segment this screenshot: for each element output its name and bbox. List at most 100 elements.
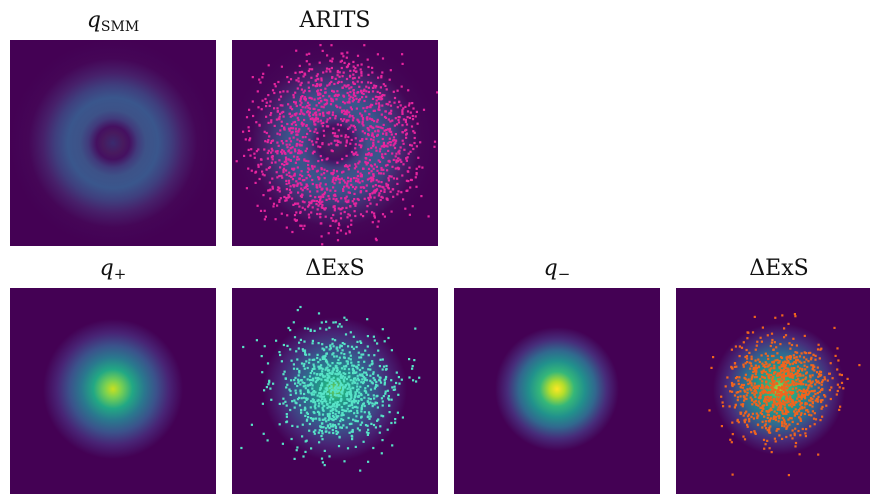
- sample-point: [353, 202, 356, 205]
- sample-point: [328, 381, 331, 384]
- sample-point: [433, 140, 437, 143]
- sample-point: [311, 182, 314, 186]
- sample-point: [373, 212, 376, 215]
- sample-point: [348, 97, 351, 100]
- sample-point: [294, 376, 297, 379]
- sample-point: [249, 137, 252, 140]
- sample-point: [343, 356, 346, 359]
- sample-point: [310, 447, 313, 450]
- sample-point: [731, 433, 734, 436]
- sample-point: [826, 379, 829, 382]
- sample-point: [322, 392, 325, 395]
- sample-point: [769, 431, 772, 434]
- sample-point: [267, 149, 270, 152]
- sample-point: [369, 415, 372, 418]
- sample-point: [781, 411, 784, 414]
- sample-point: [375, 239, 378, 242]
- sample-point: [361, 404, 364, 407]
- sample-point: [356, 402, 359, 405]
- sample-point: [406, 110, 410, 113]
- sample-point: [371, 90, 375, 93]
- sample-point: [416, 122, 419, 125]
- sample-point: [750, 364, 753, 368]
- sample-point: [381, 93, 384, 97]
- sample-point: [775, 397, 779, 400]
- sample-point: [375, 188, 379, 191]
- sample-point: [349, 358, 352, 361]
- sample-point: [753, 400, 756, 403]
- sample-point: [367, 73, 370, 76]
- sample-point: [791, 405, 794, 408]
- sample-point: [268, 181, 271, 184]
- sample-point: [737, 379, 740, 382]
- sample-point: [340, 197, 343, 200]
- sample-point: [287, 194, 290, 197]
- sample-point: [326, 406, 329, 410]
- sample-point: [328, 375, 331, 378]
- sample-point: [333, 389, 336, 392]
- sample-point: [769, 382, 772, 385]
- sample-point: [415, 185, 418, 188]
- sample-point: [385, 184, 388, 187]
- sample-point: [308, 383, 311, 387]
- sample-point: [772, 367, 775, 370]
- sample-point: [270, 119, 273, 122]
- sample-point: [367, 402, 371, 405]
- sample-point: [317, 195, 321, 198]
- sample-point: [781, 379, 784, 382]
- sample-point: [349, 142, 352, 145]
- sample-point: [365, 189, 368, 193]
- sample-point: [344, 333, 348, 336]
- sample-point: [348, 399, 351, 402]
- sample-point: [303, 96, 307, 99]
- sample-point: [373, 339, 376, 342]
- sample-point: [353, 82, 356, 85]
- sample-point: [270, 151, 273, 154]
- sample-point: [791, 380, 794, 383]
- sample-point: [720, 425, 723, 428]
- sample-point: [305, 60, 308, 63]
- sample-point: [317, 431, 320, 434]
- sample-point: [285, 413, 288, 416]
- sample-point: [768, 410, 771, 413]
- sample-point: [811, 410, 814, 413]
- sample-point: [388, 398, 391, 401]
- sample-point: [303, 72, 306, 75]
- sample-point: [319, 327, 322, 330]
- sample-point: [323, 464, 326, 467]
- sample-point: [323, 357, 326, 361]
- sample-point: [350, 394, 353, 397]
- sample-point: [777, 388, 780, 391]
- sample-point: [346, 387, 349, 390]
- sample-point: [797, 374, 800, 377]
- sample-point: [329, 103, 333, 106]
- sample-point: [754, 399, 757, 402]
- sample-point: [327, 405, 330, 408]
- sample-point: [404, 129, 407, 132]
- sample-point: [345, 426, 348, 429]
- sample-point: [746, 388, 749, 391]
- sample-point: [790, 417, 793, 420]
- sample-point: [815, 381, 818, 384]
- sample-point: [777, 378, 780, 381]
- sample-point: [301, 423, 304, 426]
- sample-point: [795, 344, 798, 347]
- sample-point: [712, 356, 715, 359]
- sample-point: [323, 168, 326, 171]
- sample-point: [288, 195, 291, 198]
- sample-point: [802, 356, 806, 359]
- sample-point: [326, 170, 329, 173]
- sample-point: [288, 188, 291, 191]
- sample-point: [330, 97, 333, 100]
- sample-point: [381, 153, 384, 156]
- sample-point: [759, 336, 762, 339]
- sample-point: [800, 395, 803, 398]
- sample-point: [397, 157, 400, 160]
- sample-point: [365, 210, 368, 213]
- sample-point: [837, 359, 840, 362]
- sample-point: [813, 369, 816, 372]
- sample-point: [342, 179, 345, 182]
- sample-point: [818, 381, 821, 385]
- sample-point: [343, 61, 346, 64]
- sample-point: [330, 80, 333, 83]
